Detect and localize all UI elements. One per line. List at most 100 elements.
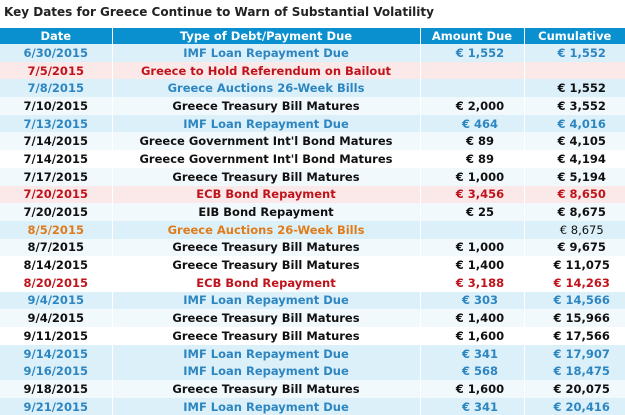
- cell-date: 9/18/2015: [0, 380, 113, 398]
- header-cumulative: Cumulative: [524, 28, 625, 44]
- header-date: Date: [0, 28, 113, 44]
- cell-amount: € 1,600: [420, 327, 525, 345]
- cell-amount: € 1,400: [420, 256, 525, 274]
- cell-type: IMF Loan Repayment Due: [112, 344, 421, 363]
- cell-type: IMF Loan Repayment Due: [112, 114, 421, 133]
- table-row: 8/7/2015 Greece Treasury Bill Matures € 1,…: [0, 238, 625, 257]
- cell-date: 7/10/2015: [0, 97, 113, 115]
- cell-type: Greece Treasury Bill Matures: [112, 167, 421, 186]
- cell-date: 8/14/2015: [0, 256, 113, 274]
- cell-amount: € 303: [420, 291, 525, 310]
- table-row: 7/14/2015 Greece Government Int'l Bond Ma…: [0, 150, 625, 168]
- table-body: 6/30/2015 IMF Loan Repayment Due € 1,552 € …: [0, 44, 625, 415]
- cell-amount: € 1,000: [420, 238, 525, 257]
- cell-cumulative: € 17,566: [553, 328, 610, 343]
- cell-amount: € 1,000: [420, 167, 525, 186]
- cell-type: Greece Government Int'l Bond Matures: [112, 150, 421, 168]
- table-row: 7/5/2015 Greece to Hold Referendum on Bai…: [0, 61, 625, 80]
- cell-date: 7/20/2015: [0, 203, 113, 221]
- cell-amount: € 3,188: [420, 273, 525, 292]
- cell-type: Greece Auctions 26-Week Bills: [112, 79, 421, 98]
- table-row: 7/17/2015 Greece Treasury Bill Matures € 1…: [0, 167, 625, 186]
- table-row: 9/21/2015 IMF Loan Repayment Due € 341 € 20…: [0, 397, 625, 415]
- cell-cumulative: € 17,907: [524, 344, 625, 363]
- cell-cumulative: € 1,552: [524, 44, 625, 62]
- cell-type: ECB Bond Repayment: [112, 185, 421, 204]
- table-row: 9/4/2015 Greece Treasury Bill Matures € 1,…: [0, 309, 625, 327]
- cell-cumulative: € 20,075: [524, 380, 625, 398]
- cell-cumulative: € 4,016: [524, 114, 625, 133]
- cell-date: 9/4/2015: [0, 291, 113, 310]
- cell-cumulative: € 9,675: [524, 238, 625, 257]
- cell-type: EIB Bond Repayment: [112, 203, 421, 221]
- cell-date: 7/5/2015: [0, 61, 113, 80]
- cell-cumulative: € 18,475: [524, 362, 625, 381]
- cell-date: 7/14/2015: [0, 132, 113, 151]
- cell-amount: [420, 61, 525, 80]
- cell-cumulative: € 15,966: [524, 309, 625, 327]
- cell-cumulative: € 4,105: [524, 132, 625, 151]
- cell-date: 9/14/2015: [0, 344, 113, 363]
- table-row: 9/18/2015 Greece Treasury Bill Matures € 1…: [0, 380, 625, 398]
- cell-type: Greece Treasury Bill Matures: [112, 238, 421, 257]
- table-row: 7/14/2015 Greece Government Int'l Bond Ma…: [0, 132, 625, 151]
- cell-cumulative: € 20,416: [524, 397, 625, 415]
- cell-type: ECB Bond Repayment: [112, 273, 421, 292]
- cell-date: 7/20/2015: [0, 185, 113, 204]
- cell-cumulative: € 8,650: [524, 185, 625, 204]
- cell-type: Greece Treasury Bill Matures: [112, 327, 421, 345]
- table-row: 7/8/2015 Greece Auctions 26-Week Bills € 1…: [0, 79, 625, 98]
- table-row: 7/10/2015 Greece Treasury Bill Matures € 2…: [0, 97, 625, 115]
- cell-type: Greece Treasury Bill Matures: [112, 380, 421, 398]
- page-title: Key Dates for Greece Continue to Warn of…: [4, 5, 434, 19]
- cell-date: 8/7/2015: [0, 238, 113, 257]
- table-row: 7/20/2015 ECB Bond Repayment € 3,456 € 8,65…: [0, 185, 625, 204]
- cell-type: Greece to Hold Referendum on Bailout: [112, 61, 421, 80]
- cell-cumulative: € 5,194: [524, 167, 625, 186]
- cell-type: IMF Loan Repayment Due: [112, 44, 421, 62]
- table-row: 7/13/2015 IMF Loan Repayment Due € 464 € 4,…: [0, 114, 625, 133]
- cell-amount: € 568: [420, 362, 525, 381]
- cell-cumulative: € 11,075: [553, 258, 610, 273]
- cell-date: 9/16/2015: [0, 362, 113, 381]
- cell-cumulative: € 3,552: [524, 97, 625, 115]
- cell-cumulative: € 1,552: [524, 79, 625, 98]
- cell-date: 9/11/2015: [0, 327, 113, 345]
- table-row: 9/11/2015 Greece Treasury Bill Matures € 1…: [0, 327, 625, 345]
- table-header-row: Date Type of Debt/Payment Due Amount Due…: [0, 28, 625, 44]
- table-row: 8/5/2015 Greece Auctions 26-Week Bills € 8…: [0, 220, 625, 239]
- cell-date: 7/17/2015: [0, 167, 113, 186]
- cell-date: 8/20/2015: [0, 273, 113, 292]
- cell-amount: € 3,456: [420, 185, 525, 204]
- cell-date: 8/5/2015: [0, 220, 113, 239]
- table-row: 8/14/2015 Greece Treasury Bill Matures € 1…: [0, 256, 625, 274]
- cell-date: 9/4/2015: [0, 309, 113, 327]
- cell-cumulative: € 14,566: [524, 291, 625, 310]
- cell-type: Greece Treasury Bill Matures: [112, 97, 421, 115]
- cell-amount: € 2,000: [420, 97, 525, 115]
- cell-type: Greece Auctions 26-Week Bills: [112, 220, 421, 239]
- cell-type: Greece Treasury Bill Matures: [112, 256, 421, 274]
- cell-cumulative: € 4,194: [557, 151, 606, 166]
- cell-date: 7/8/2015: [0, 79, 113, 98]
- cell-type: IMF Loan Repayment Due: [112, 291, 421, 310]
- cell-amount: € 464: [420, 114, 525, 133]
- cell-type: IMF Loan Repayment Due: [112, 362, 421, 381]
- cell-amount: € 341: [420, 397, 525, 415]
- cell-amount: € 89: [420, 132, 525, 151]
- table-row: 8/20/2015 ECB Bond Repayment € 3,188 € 14,2…: [0, 273, 625, 292]
- cell-amount: € 1,600: [420, 380, 525, 398]
- cell-amount: € 25: [420, 203, 525, 221]
- cell-amount: € 1,400: [420, 309, 525, 327]
- cell-date: 7/14/2015: [0, 150, 113, 168]
- table-row: 9/16/2015 IMF Loan Repayment Due € 568 € 18…: [0, 362, 625, 381]
- cell-amount: € 1,552: [420, 44, 525, 62]
- table-row: 9/14/2015 IMF Loan Repayment Due € 341 € 17…: [0, 344, 625, 363]
- cell-cumulative: [524, 61, 625, 80]
- cell-cumulative: € 8,675: [524, 220, 625, 239]
- header-amount: Amount Due: [420, 28, 525, 44]
- cell-amount: € 341: [420, 344, 525, 363]
- cell-amount: [420, 79, 525, 98]
- cell-cumulative: € 8,675: [524, 203, 625, 221]
- cell-date: 6/30/2015: [0, 44, 113, 62]
